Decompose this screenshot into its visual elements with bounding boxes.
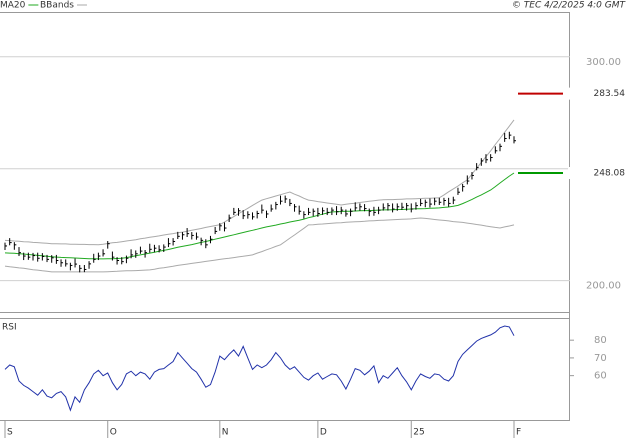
source: © TEC 4/2/2025 4:0 GMT (512, 1, 627, 11)
y-tick-label: 60 (594, 371, 607, 382)
y-tick-label: 300.00 (586, 57, 621, 68)
label-background (568, 167, 626, 180)
level-label: 283.54 (594, 89, 626, 99)
label-background (568, 87, 626, 100)
y-tick-label: 80 (594, 335, 607, 346)
legend-label: MA20 (0, 1, 26, 11)
x-tick-label: 25 (413, 428, 424, 438)
panel-title: RSI (2, 323, 17, 333)
x-tick-label: N (222, 428, 229, 438)
y-tick-label: 200.00 (586, 281, 621, 292)
indicator-line (4, 172, 515, 260)
indicator-line (4, 119, 515, 246)
x-tick-label: D (320, 428, 327, 438)
indicator-line (4, 217, 515, 273)
rsi-line (4, 325, 515, 412)
y-tick-label: 70 (594, 353, 607, 364)
x-tick-label: F (516, 428, 521, 438)
x-tick-label: S (7, 428, 13, 438)
legend-label: BBands (40, 1, 74, 11)
level-label: 248.08 (594, 169, 626, 179)
x-tick-label: O (110, 428, 117, 438)
